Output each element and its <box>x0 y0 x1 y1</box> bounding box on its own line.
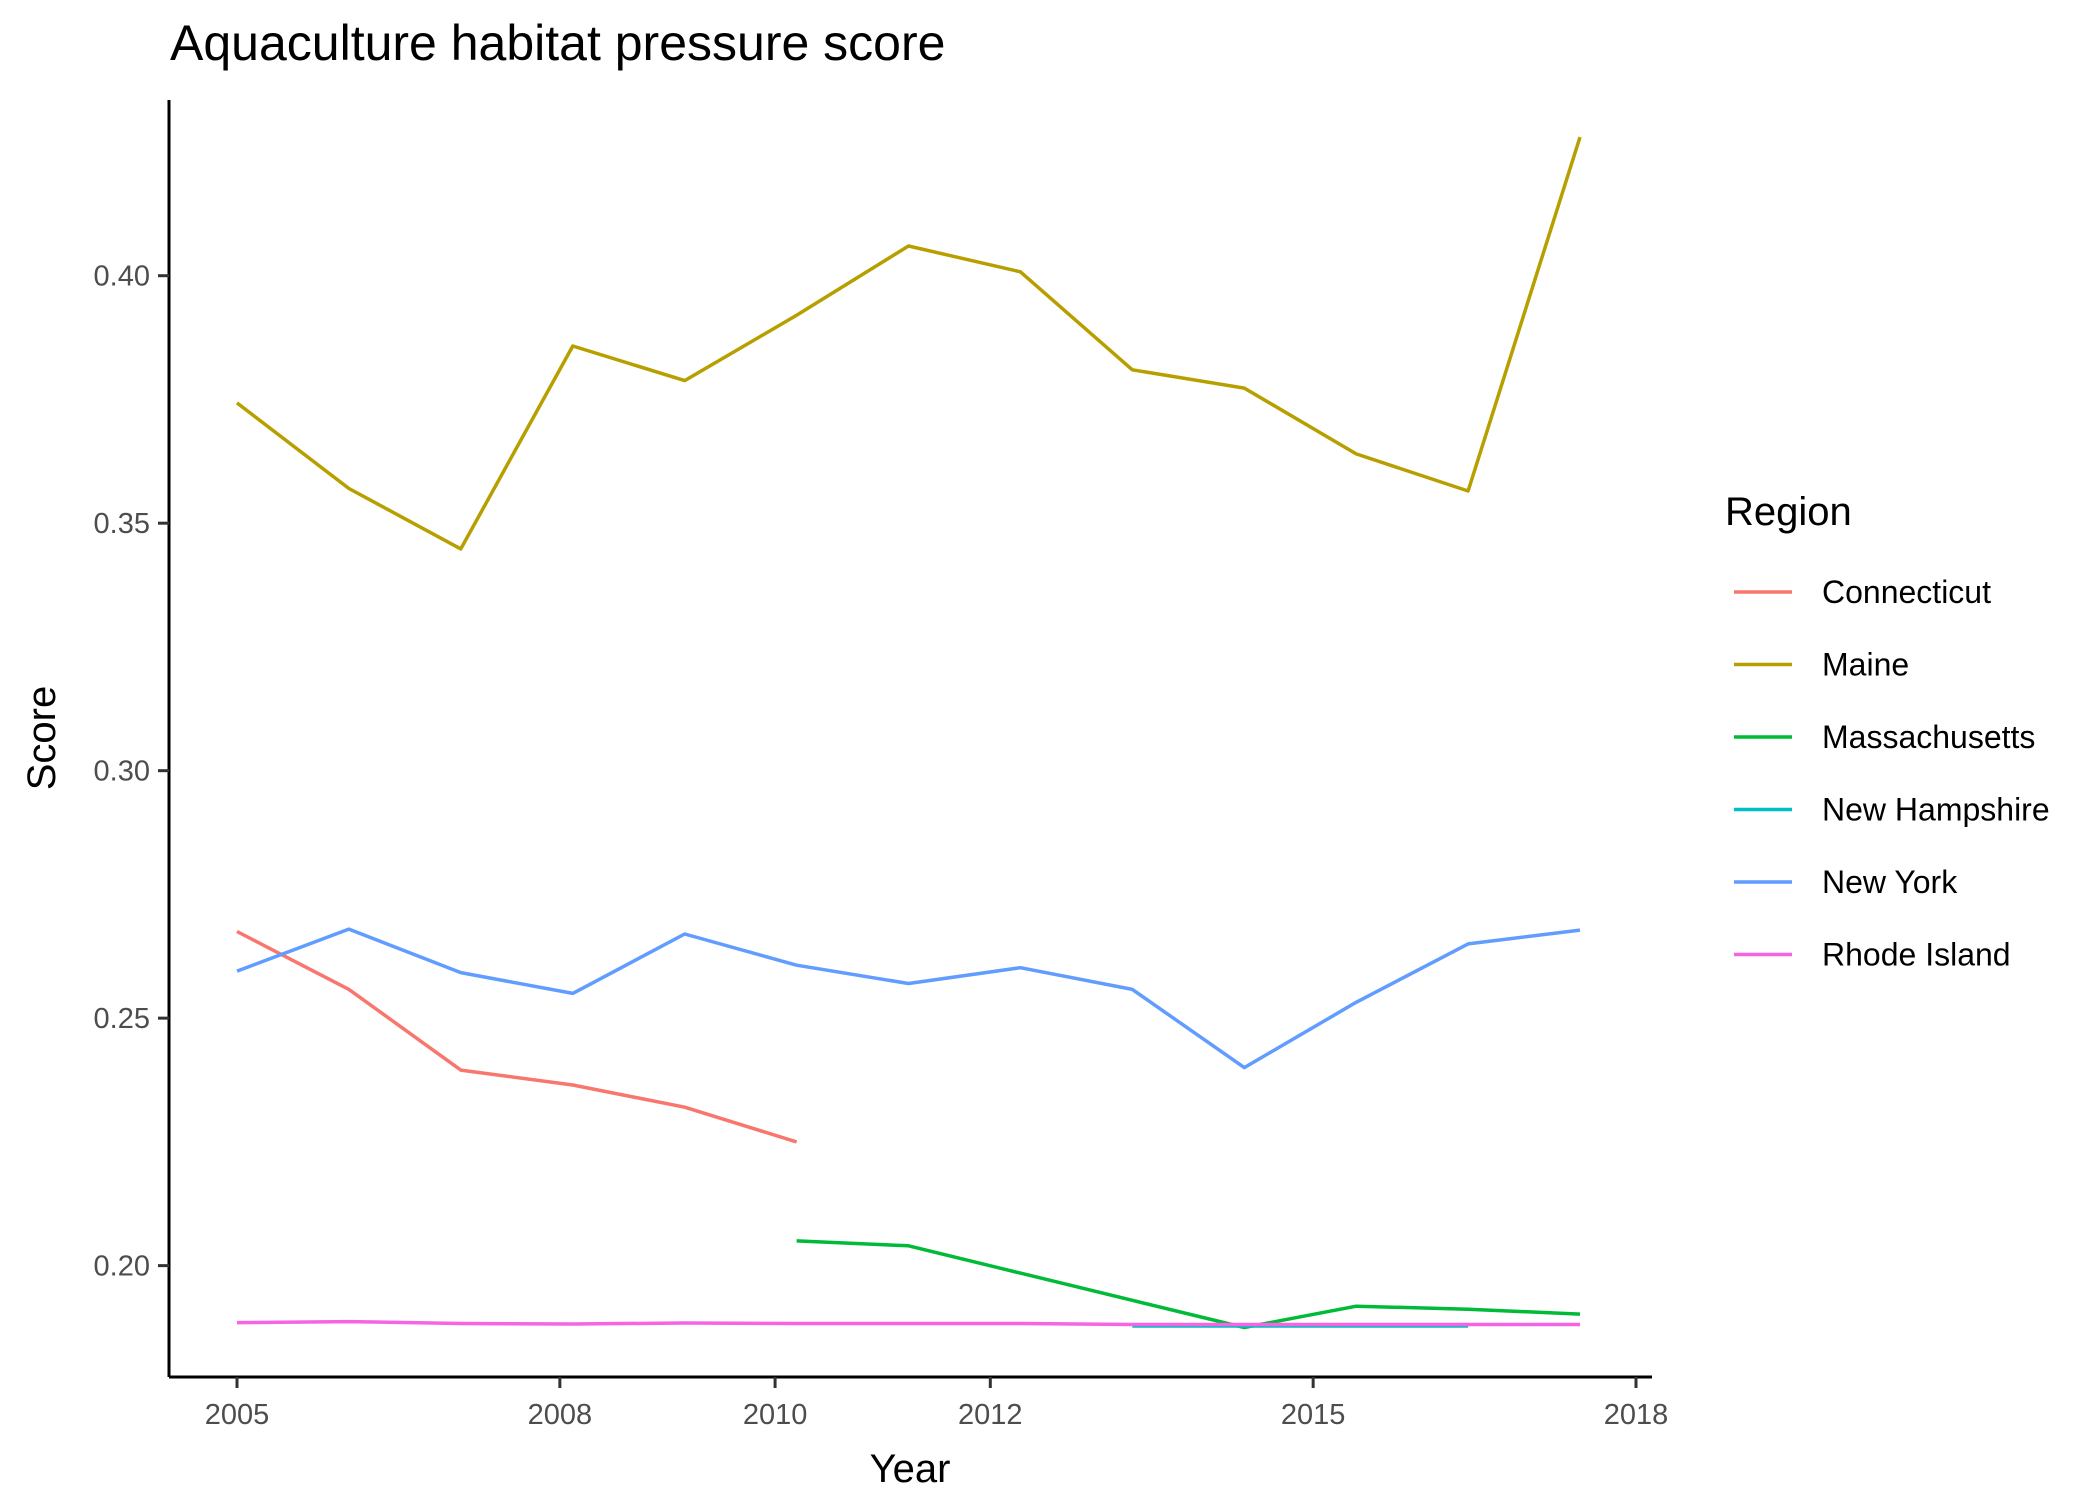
y-axis-title: Score <box>20 686 64 791</box>
x-tick-label: 2015 <box>1281 1399 1346 1431</box>
legend-label: Massachusetts <box>1822 719 2035 755</box>
x-tick-label: 2005 <box>205 1399 270 1431</box>
legend-label: Connecticut <box>1822 574 1991 610</box>
legend: Region Connecticut Maine Massachusetts New … <box>1725 490 2050 973</box>
series-line-massachusetts <box>796 1239 1581 1330</box>
series-layer <box>235 136 1582 1330</box>
series-line-maine <box>235 136 1582 551</box>
legend-items: Connecticut Maine Massachusetts New Hampshi… <box>1734 574 2050 973</box>
legend-item: Rhode Island <box>1734 937 2011 973</box>
legend-label: Rhode Island <box>1822 937 2011 973</box>
x-tick-label: 2012 <box>958 1399 1023 1431</box>
x-axis-title: Year <box>870 1447 951 1491</box>
legend-item: Massachusetts <box>1734 719 2035 755</box>
x-axis-ticks: 2005 2008 2010 2012 2015 2018 <box>205 1377 1669 1431</box>
legend-item: New York <box>1734 864 1958 900</box>
legend-title: Region <box>1725 490 1852 534</box>
legend-label: New York <box>1822 864 1958 900</box>
series-line-rhode-island <box>236 1319 1580 1327</box>
series-line-connecticut <box>236 929 798 1144</box>
y-tick-label: 0.20 <box>94 1251 150 1283</box>
legend-item: New Hampshire <box>1734 792 2050 828</box>
legend-label: Maine <box>1822 647 1909 683</box>
x-tick-label: 2018 <box>1604 1399 1669 1431</box>
y-tick-label: 0.40 <box>94 261 150 293</box>
x-tick-label: 2010 <box>743 1399 808 1431</box>
legend-item: Maine <box>1734 647 1909 683</box>
legend-label: New Hampshire <box>1822 792 2050 828</box>
y-tick-label: 0.25 <box>94 1003 150 1035</box>
y-tick-label: 0.35 <box>94 508 150 540</box>
y-tick-label: 0.30 <box>94 756 150 788</box>
series-line-new-york <box>236 927 1581 1070</box>
plot-area: 2005 2008 2010 2012 2015 2018 0.20 0.25 0.30 0.3… <box>94 100 1669 1431</box>
y-axis-ticks: 0.20 0.25 0.30 0.35 0.40 <box>94 261 169 1283</box>
chart-title: Aquaculture habitat pressure score <box>170 15 945 71</box>
legend-item: Connecticut <box>1734 574 1991 610</box>
x-tick-label: 2008 <box>528 1399 593 1431</box>
